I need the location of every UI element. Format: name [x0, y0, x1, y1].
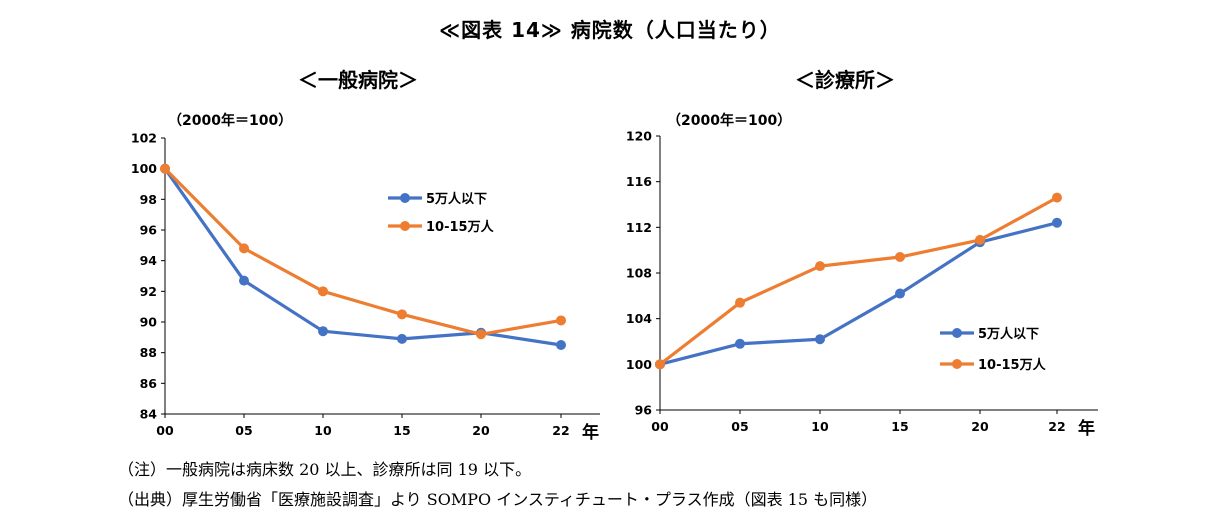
gh-legend-label: 5万人以下 [426, 191, 487, 207]
gh-x-tick-label: 15 [393, 423, 410, 438]
gh-y-tick-label: 90 [140, 315, 158, 330]
gh-series-line-1 [163, 167, 562, 336]
cl-data-point [815, 334, 825, 345]
gh-legend-label: 10-15万人 [426, 219, 495, 235]
cl-y-tick-label: 104 [626, 311, 652, 326]
gh-y-tick-label: 88 [140, 345, 157, 360]
gh-data-point [556, 340, 566, 350]
gh-y-tick-label: 86 [140, 376, 158, 391]
cl-y-tick-label: 96 [635, 403, 653, 418]
gh-x-unit-label: 年 [582, 422, 599, 443]
gh-y-tick-label: 98 [140, 192, 157, 207]
gh-y-tick-label: 96 [140, 223, 158, 238]
cl-data-point [655, 359, 665, 370]
footnote: （注）一般病院は病床数 20 以上、診療所は同 19 以下。 [118, 460, 532, 479]
cl-y-tick-label: 100 [626, 357, 652, 372]
cl-x-tick-label: 10 [811, 419, 829, 434]
figure-title: ≪図表 14≫ 病院数（人口当たり） [439, 18, 781, 42]
cl-y-unit-label: （2000年＝100） [667, 112, 791, 129]
gh-y-tick-label: 84 [140, 407, 158, 422]
gh-series-line-0 [163, 167, 562, 347]
gh-legend-marker [400, 221, 410, 231]
cl-data-point [1052, 217, 1062, 228]
gh-x-tick-label: 05 [235, 423, 252, 438]
cl-legend-label: 5万人以下 [978, 326, 1039, 342]
cl-y-tick-label: 108 [626, 266, 652, 281]
cl-series-line-1 [659, 196, 1058, 366]
panel-title-clinic: ＜診療所＞ [795, 68, 895, 92]
cl-y-tick-label: 120 [626, 129, 652, 144]
gh-data-point [476, 329, 486, 340]
cl-x-tick-label: 00 [651, 419, 669, 434]
cl-data-point [1052, 192, 1062, 203]
cl-data-point [895, 288, 905, 299]
gh-y-unit-label: （2000年＝100） [168, 112, 292, 129]
cl-x-tick-label: 05 [731, 419, 748, 434]
cl-x-tick-label: 22 [1048, 419, 1065, 434]
cl-x-tick-label: 20 [971, 419, 989, 434]
panel-title-general-hospital: ＜一般病院＞ [298, 68, 418, 92]
gh-data-point [239, 275, 249, 286]
gh-x-tick-label: 22 [552, 423, 569, 438]
gh-legend-marker [400, 193, 410, 203]
cl-legend-marker [952, 328, 962, 338]
gh-data-point [397, 333, 407, 344]
cl-data-point [735, 297, 745, 308]
gh-data-point [556, 315, 566, 326]
gh-x-tick-label: 00 [156, 423, 174, 438]
gh-data-point [318, 326, 328, 337]
cl-y-tick-label: 116 [626, 174, 652, 189]
gh-y-tick-label: 94 [140, 253, 158, 268]
cl-data-point [895, 252, 905, 263]
cl-data-point [735, 338, 745, 349]
gh-data-point [397, 309, 407, 320]
cl-y-tick-label: 112 [626, 220, 652, 235]
cl-data-point [975, 234, 985, 245]
gh-x-tick-label: 10 [314, 423, 332, 438]
gh-x-tick-label: 20 [472, 423, 490, 438]
gh-y-tick-label: 102 [131, 131, 157, 146]
cl-legend-label: 10-15万人 [978, 357, 1047, 373]
gh-data-point [318, 286, 328, 297]
gh-y-tick-label: 92 [140, 284, 157, 299]
cl-series-line-0 [659, 221, 1058, 366]
cl-x-tick-label: 15 [891, 419, 908, 434]
cl-legend-marker [952, 359, 962, 369]
cl-data-point [815, 261, 825, 272]
gh-data-point [160, 163, 170, 174]
cl-x-unit-label: 年 [1078, 418, 1095, 439]
gh-data-point [239, 243, 249, 254]
gh-y-tick-label: 100 [131, 161, 157, 176]
source-note: （出典）厚生労働省「医療施設調査」より SOMPO インスティチュート・プラス作… [118, 490, 878, 509]
